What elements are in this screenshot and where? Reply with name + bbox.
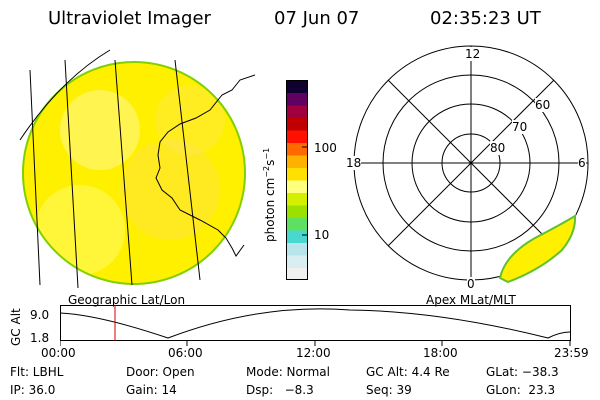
xtick-0000: 00:00	[41, 346, 76, 360]
auroral-emission	[498, 214, 577, 284]
geographic-image	[19, 49, 256, 289]
colorbar-frame	[286, 80, 308, 280]
xtick-1200: 12:00	[296, 346, 331, 360]
altitude-curve	[60, 308, 571, 339]
mlt-label-0: 0	[467, 277, 475, 291]
lat-label-80: 80	[490, 141, 506, 155]
lat-label-60: 60	[535, 98, 551, 112]
colorbar-band	[286, 92, 308, 106]
colorbar	[286, 80, 308, 280]
colorbar-band	[286, 242, 308, 256]
colorbar-tick-10: 10	[314, 228, 330, 242]
colorbar-band	[286, 155, 308, 168]
info-gc-alt: GC Alt: 4.4 Re	[366, 365, 450, 379]
info-seq: Seq: 39	[366, 383, 412, 397]
observation-date: 07 Jun 07	[274, 8, 360, 29]
colorbar-band	[286, 230, 308, 243]
mlt-label-12: 12	[465, 47, 481, 61]
xtick-0600: 06:00	[168, 346, 203, 360]
info-door: Door: Open	[126, 365, 195, 379]
info-ip: IP: 36.0	[10, 383, 56, 397]
apex-label: Apex MLat/MLT	[426, 293, 516, 307]
xtick-1800: 18:00	[423, 346, 458, 360]
colorbar-band	[286, 192, 308, 206]
colorbar-band	[286, 167, 308, 181]
xtick-2359: 23:59	[554, 346, 589, 360]
altitude-ytick-bottom: 1.8	[30, 331, 50, 345]
colorbar-band	[286, 217, 308, 231]
colorbar-band	[286, 117, 308, 131]
colorbar-band	[286, 105, 308, 118]
colorbar-unit-label: photon cm−2s−1	[262, 147, 277, 242]
instrument-title: Ultraviolet Imager	[48, 8, 211, 29]
colorbar-band	[286, 80, 308, 93]
mlt-label-18: 18	[346, 156, 362, 170]
polar-grid	[353, 45, 589, 284]
info-glon: GLon: 23.3	[486, 383, 556, 397]
colorbar-band	[286, 205, 308, 218]
colorbar-band	[286, 267, 308, 280]
colorbar-tick-100: 100	[314, 141, 337, 155]
info-mode: Mode: Normal	[246, 365, 330, 379]
colorbar-band	[286, 180, 308, 193]
info-filter: Flt: LBHL	[10, 365, 64, 379]
observation-time: 02:35:23 UT	[430, 8, 541, 29]
info-gain: Gain: 14	[126, 383, 177, 397]
altitude-plot	[60, 305, 571, 346]
plot-frame	[60, 305, 571, 341]
info-dsp: Dsp: −8.3	[246, 383, 314, 397]
coastline	[155, 74, 256, 257]
x-ticks	[60, 341, 571, 346]
diagonal-line-2	[387, 79, 555, 247]
mlt-label-6: 6	[578, 156, 586, 170]
colorbar-band	[286, 142, 308, 156]
geographic-label: Geographic Lat/Lon	[68, 293, 186, 307]
altitude-ytick-top: 9.0	[30, 308, 50, 322]
info-glat: GLat: −38.3	[486, 365, 559, 379]
longitude-lines	[19, 49, 201, 289]
colorbar-band	[286, 255, 308, 268]
lat-label-70: 70	[512, 120, 528, 134]
altitude-ylabel: GC Alt	[9, 308, 23, 346]
disk-texture	[35, 85, 225, 275]
colorbar-band	[286, 130, 308, 143]
